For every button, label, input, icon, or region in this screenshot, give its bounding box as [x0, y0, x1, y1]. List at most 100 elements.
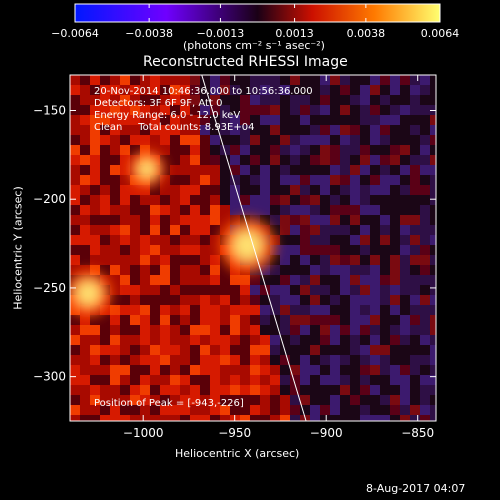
heatmap-cell	[270, 365, 280, 375]
heatmap-cell	[240, 165, 250, 175]
heatmap-cell	[160, 145, 170, 155]
heatmap-cell	[390, 365, 400, 375]
heatmap-cell	[430, 135, 436, 145]
heatmap-cell	[170, 165, 180, 175]
heatmap-cell	[160, 295, 170, 305]
heatmap-cell	[340, 255, 350, 265]
heatmap-cell	[390, 335, 400, 345]
plot-frame	[69, 74, 437, 422]
heatmap-cell	[90, 245, 100, 255]
heatmap-cell	[320, 315, 330, 325]
heatmap-cell	[120, 105, 130, 115]
heatmap-cell	[190, 185, 200, 195]
heatmap-cell	[240, 395, 250, 405]
heatmap-cell	[320, 405, 330, 415]
heatmap-cell	[360, 255, 370, 265]
heatmap-cell	[120, 405, 130, 415]
heatmap-cell	[210, 275, 220, 285]
heatmap-cell	[430, 95, 436, 105]
heatmap-cell	[260, 205, 270, 215]
heatmap-cell	[70, 405, 80, 415]
heatmap-cell	[370, 375, 380, 385]
heatmap-cell	[160, 385, 170, 395]
heatmap-cell	[190, 395, 200, 405]
heatmap-cell	[90, 115, 100, 125]
heatmap-cell	[280, 215, 290, 225]
heatmap-cell	[430, 165, 436, 175]
heatmap-cell	[230, 95, 240, 105]
heatmap-cell	[410, 285, 420, 295]
heatmap-cell	[210, 245, 220, 255]
heatmap-cell	[140, 125, 150, 135]
heatmap-cell	[310, 345, 320, 355]
heatmap-cell	[350, 155, 360, 165]
heatmap-cell	[80, 115, 90, 125]
heatmap-cell	[240, 405, 250, 415]
heatmap-cell	[350, 325, 360, 335]
heatmap-cell	[80, 335, 90, 345]
heatmap-cell	[370, 125, 380, 135]
heatmap-cell	[150, 225, 160, 235]
heatmap-cell	[230, 135, 240, 145]
heatmap-cell	[190, 295, 200, 305]
heatmap-cell	[150, 325, 160, 335]
heatmap-cell	[160, 415, 170, 421]
heatmap-cell	[300, 335, 310, 345]
heatmap-cell	[90, 385, 100, 395]
heatmap-cell	[220, 155, 230, 165]
heatmap-cell	[220, 75, 230, 85]
source-core	[232, 230, 263, 261]
heatmap-cell	[210, 195, 220, 205]
heatmap-cell	[360, 175, 370, 185]
heatmap-cell	[290, 155, 300, 165]
heatmap-cell	[370, 215, 380, 225]
heatmap-cell	[260, 125, 270, 135]
heatmap-cell	[290, 235, 300, 245]
heatmap-cell	[240, 285, 250, 295]
heatmap-cell	[390, 405, 400, 415]
heatmap-cell	[310, 185, 320, 195]
heatmap-cell	[210, 215, 220, 225]
heatmap-cell	[370, 175, 380, 185]
heatmap-cell	[420, 135, 430, 145]
heatmap-cell	[320, 325, 330, 335]
heatmap-cell	[80, 155, 90, 165]
heatmap-cell	[230, 105, 240, 115]
heatmap-cell	[120, 85, 130, 95]
heatmap-cell	[240, 315, 250, 325]
heatmap-cell	[90, 175, 100, 185]
heatmap-cell	[410, 205, 420, 215]
heatmap-cell	[340, 325, 350, 335]
heatmap-cell	[320, 305, 330, 315]
heatmap-cell	[100, 415, 110, 421]
heatmap-cell	[300, 205, 310, 215]
heatmap-cell	[340, 235, 350, 245]
heatmap-cell	[200, 395, 210, 405]
heatmap-cell	[110, 115, 120, 125]
heatmap-cell	[120, 215, 130, 225]
heatmap-cell	[330, 165, 340, 175]
heatmap-cell	[390, 175, 400, 185]
heatmap-cell	[320, 145, 330, 155]
heatmap-cell	[230, 185, 240, 195]
heatmap-cell	[200, 205, 210, 215]
heatmap-cell	[360, 95, 370, 105]
heatmap-cell	[270, 235, 280, 245]
heatmap-cell	[340, 315, 350, 325]
heatmap-cell	[350, 285, 360, 295]
heatmap-cell	[120, 145, 130, 155]
heatmap-cell	[360, 105, 370, 115]
heatmap-cell	[390, 75, 400, 85]
heatmap-cell	[130, 225, 140, 235]
heatmap-cell	[240, 275, 250, 285]
heatmap-cell	[290, 255, 300, 265]
heatmap-cell	[170, 295, 180, 305]
heatmap-cell	[370, 355, 380, 365]
heatmap-cell	[320, 275, 330, 285]
heatmap-cell	[200, 355, 210, 365]
heatmap-cell	[430, 405, 436, 415]
heatmap-cell	[290, 225, 300, 235]
heatmap-cell	[90, 405, 100, 415]
heatmap-cell	[340, 385, 350, 395]
heatmap-cell	[330, 225, 340, 235]
